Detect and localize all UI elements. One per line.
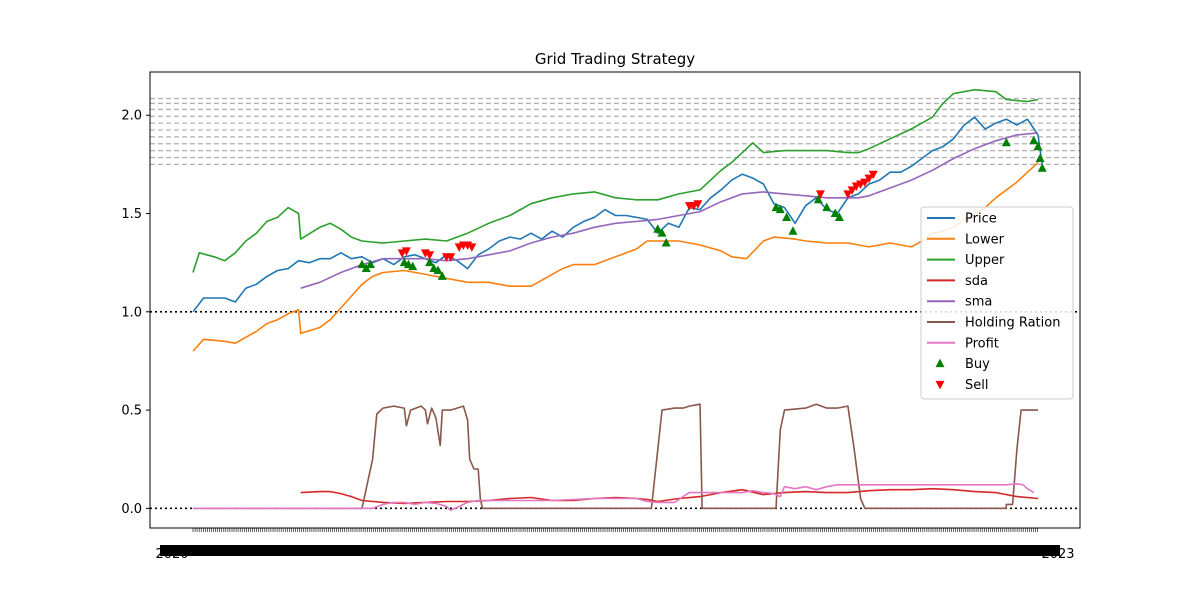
sell-marker <box>860 178 870 188</box>
y-tick-label: 0.0 <box>121 502 142 517</box>
sell-marker <box>847 186 857 195</box>
series-sda-line <box>300 487 1039 505</box>
buy-marker <box>433 265 443 275</box>
series-holding-line <box>193 403 1038 510</box>
legend-label: Sell <box>965 378 988 393</box>
buy-marker <box>1037 163 1047 172</box>
grid-lines <box>150 97 1080 510</box>
sell-marker <box>401 247 411 256</box>
legend-label: sda <box>965 274 988 289</box>
legend-buy-marker <box>935 358 945 368</box>
buy-marker <box>1033 141 1043 151</box>
legend: Price Lower Upper sda sma Holding Ration Profi… <box>920 206 1074 400</box>
buy-marker <box>782 212 792 221</box>
buy-marker <box>1035 153 1045 162</box>
series-sma-line <box>300 132 1039 289</box>
sell-marker <box>425 251 435 260</box>
x-tick-marks <box>192 528 1038 532</box>
y-tick-label: 1.0 <box>121 305 142 320</box>
marker-layer <box>357 135 1047 280</box>
buy-marker <box>834 212 844 221</box>
buy-marker <box>822 202 832 212</box>
series-profit-line <box>193 483 1035 512</box>
legend-label: Buy <box>965 357 990 372</box>
chart-title: Grid Trading Strategy <box>535 50 695 68</box>
buy-marker <box>1029 135 1039 145</box>
legend-label: Price <box>965 212 997 227</box>
buy-marker <box>408 261 418 271</box>
buy-marker <box>830 208 840 218</box>
series-price-line <box>192 116 1043 313</box>
buy-marker <box>661 238 671 247</box>
legend-label: Holding Ration <box>965 316 1060 331</box>
buy-marker <box>1001 137 1011 147</box>
buy-marker <box>437 271 447 280</box>
y-axis: 0.0 0.5 1.0 1.5 2.0 <box>121 109 150 517</box>
buy-marker <box>788 226 798 235</box>
x-axis: 2020 2023 <box>155 528 1075 562</box>
legend-sell-marker <box>935 380 945 390</box>
legend-box <box>920 206 1074 400</box>
sell-marker <box>446 253 456 262</box>
sell-marker <box>693 200 703 209</box>
y-tick-label: 0.5 <box>121 404 142 419</box>
buy-marker <box>357 259 367 269</box>
sell-marker <box>815 190 825 199</box>
sell-marker <box>467 243 477 252</box>
sell-marker <box>864 174 874 184</box>
sell-marker <box>843 190 853 199</box>
legend-label: Profit <box>965 336 999 351</box>
y-tick-label: 2.0 <box>121 109 142 124</box>
y-tick-label: 1.5 <box>121 207 142 222</box>
buy-marker <box>775 204 785 214</box>
sell-marker <box>868 170 878 180</box>
buy-marker <box>813 194 823 204</box>
buy-marker <box>657 228 667 237</box>
legend-label: sma <box>965 295 992 310</box>
legend-label: Upper <box>965 253 1005 268</box>
buy-marker <box>365 259 375 269</box>
series-lower-line <box>192 161 1039 352</box>
legend-label: Lower <box>965 232 1005 247</box>
buy-marker <box>425 257 435 267</box>
buy-marker <box>653 224 663 233</box>
x-tick-label-band <box>160 545 1060 556</box>
series-upper-line <box>192 88 1039 273</box>
series-layer <box>192 88 1043 512</box>
